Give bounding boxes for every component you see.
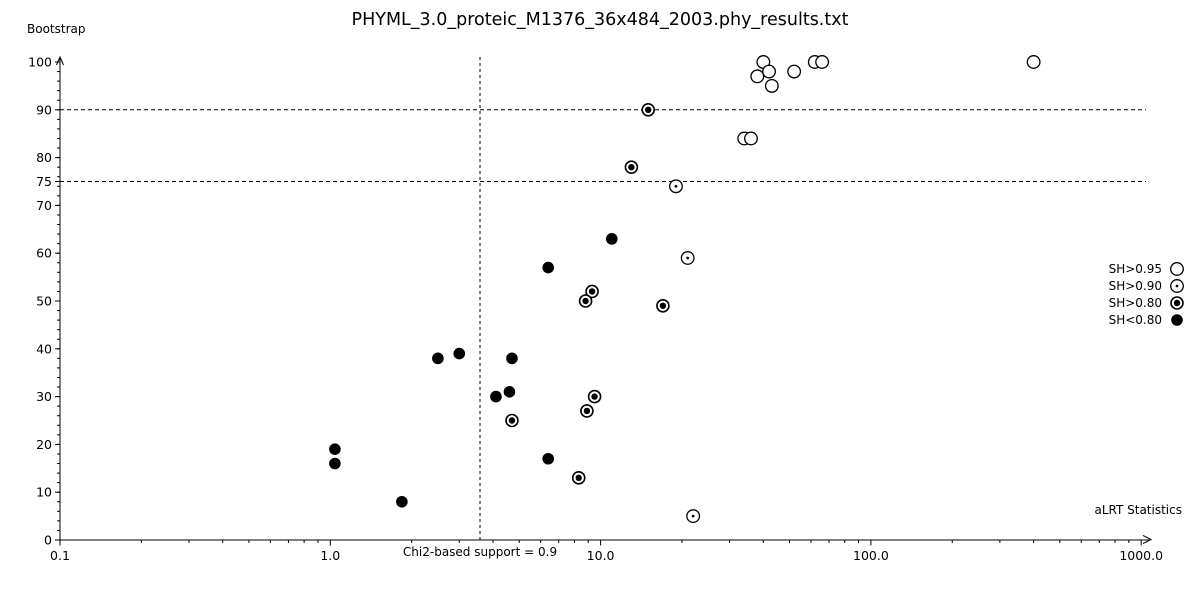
- data-point: [329, 443, 341, 455]
- y-axis-label: Bootstrap: [27, 22, 86, 36]
- legend-marker-open-icon: [1170, 262, 1184, 276]
- y-tick-label: 20: [36, 437, 52, 452]
- data-point: [762, 64, 777, 79]
- data-point: [641, 103, 655, 117]
- x-tick-label: 1000.0: [1119, 548, 1163, 563]
- data-point: [1026, 55, 1041, 69]
- x-axis-label: aLRT Statistics: [1094, 503, 1182, 517]
- data-point: [578, 294, 593, 308]
- data-point: [680, 251, 695, 265]
- y-tick-label: 60: [36, 246, 52, 261]
- y-tick-label: 0: [44, 533, 52, 548]
- y-tick-label: 80: [36, 150, 52, 165]
- data-point: [503, 386, 516, 398]
- y-tick-label: 50: [36, 294, 52, 309]
- y-tick-label: 90: [36, 102, 52, 117]
- chi2-threshold-label: Chi2-based support = 0.9: [402, 545, 558, 559]
- data-points: [329, 55, 1041, 524]
- legend-label: SH>0.95: [1108, 262, 1162, 276]
- y-tick-label: 100: [28, 55, 52, 70]
- legend-item: SH>0.90: [1109, 278, 1185, 294]
- axes: 0 10 20 30 40 50 60 70 75 80 90 100 0.1 1.0 10.0 100.0 1…: [28, 55, 1163, 564]
- data-point: [787, 64, 802, 79]
- legend-marker-filled-icon: [1171, 314, 1183, 326]
- data-point: [506, 352, 518, 365]
- legend-item: SH>0.95: [1109, 261, 1185, 277]
- data-point: [624, 160, 639, 174]
- data-point: [656, 298, 670, 313]
- data-point: [432, 352, 444, 365]
- legend-item: SH<0.80: [1109, 312, 1185, 328]
- data-point: [329, 457, 341, 470]
- data-point: [453, 347, 466, 360]
- y-tick-label: 10: [36, 485, 52, 500]
- legend: SH>0.95 SH>0.90 SH>0.80 SH<0.80: [1109, 261, 1185, 328]
- data-point: [815, 55, 830, 69]
- x-tick-label: 0.1: [50, 548, 70, 563]
- legend-marker-dot-icon: [1170, 279, 1184, 293]
- x-axis-arrow-icon: [1142, 535, 1153, 544]
- data-point: [542, 261, 555, 274]
- legend-marker-ring-dot-icon: [1170, 296, 1184, 310]
- y-tick-label: 75: [36, 174, 52, 189]
- data-point: [686, 509, 701, 524]
- data-point: [668, 179, 683, 194]
- data-point: [490, 390, 502, 403]
- y-tick-label: 40: [36, 341, 52, 356]
- data-point: [505, 413, 519, 428]
- legend-label: SH<0.80: [1108, 313, 1162, 327]
- data-point: [580, 404, 594, 418]
- y-tick-label: 70: [36, 198, 52, 213]
- threshold-lines: [60, 57, 1146, 540]
- data-point: [764, 78, 779, 93]
- data-point: [396, 495, 408, 508]
- data-point: [587, 389, 602, 404]
- x-tick-label: 1.0: [320, 548, 340, 563]
- legend-item: SH>0.80: [1109, 295, 1185, 311]
- x-tick-label: 100.0: [853, 548, 889, 563]
- y-tick-label: 30: [36, 389, 52, 404]
- legend-label: SH>0.80: [1108, 296, 1162, 310]
- data-point: [744, 131, 758, 146]
- data-point: [571, 471, 586, 485]
- data-point: [585, 284, 599, 299]
- chart-title: PHYML_3.0_proteic_M1376_36x484_2003.phy_…: [351, 10, 849, 30]
- data-point: [542, 452, 555, 465]
- x-tick-label: 10.0: [587, 548, 615, 563]
- data-point: [750, 69, 765, 84]
- legend-label: SH>0.90: [1108, 279, 1162, 293]
- data-point: [605, 233, 618, 245]
